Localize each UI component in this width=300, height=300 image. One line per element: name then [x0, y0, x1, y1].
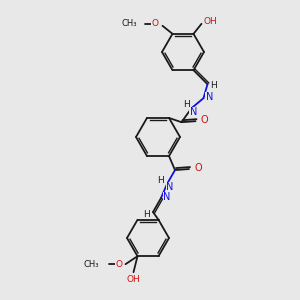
Text: H: H [144, 210, 150, 219]
Text: CH₃: CH₃ [121, 19, 136, 28]
Text: H: H [210, 81, 217, 90]
Text: O: O [151, 19, 158, 28]
Text: OH: OH [127, 275, 140, 284]
Text: O: O [115, 260, 122, 269]
Text: N: N [190, 107, 197, 117]
Text: H: H [158, 176, 164, 184]
Text: O: O [194, 163, 202, 173]
Text: O: O [201, 115, 208, 125]
Text: N: N [163, 192, 171, 202]
Text: CH₃: CH₃ [84, 260, 100, 269]
Text: N: N [206, 92, 213, 102]
Text: N: N [166, 182, 174, 192]
Text: H: H [183, 100, 190, 109]
Text: OH: OH [204, 17, 218, 26]
